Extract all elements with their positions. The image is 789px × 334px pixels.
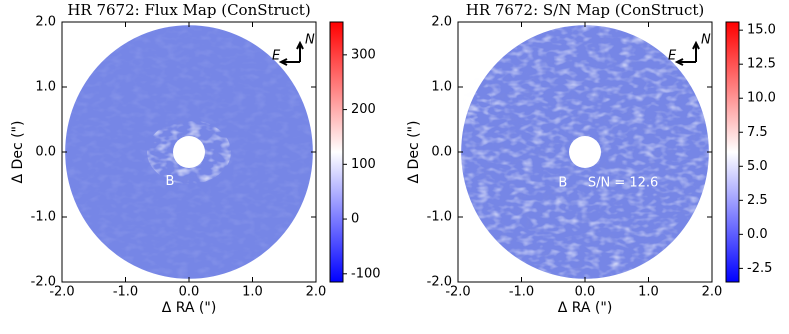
y-tick-label: -2.0: [427, 275, 452, 290]
compass-arrow: [278, 40, 304, 66]
y-tick-label: 1.0: [431, 80, 452, 95]
colorbar-tick-label: 7.5: [747, 125, 768, 140]
inner-mask: [569, 136, 601, 168]
x-tick-label: -1.0: [509, 285, 534, 300]
chart-title: HR 7672: Flux Map (ConStruct): [67, 1, 310, 19]
colorbar-tick-label: -100: [351, 266, 381, 281]
annotation: B: [165, 174, 174, 189]
x-axis-label: Δ RA ("): [558, 300, 613, 316]
colorbar-tick-label: 12.5: [747, 57, 776, 72]
y-tick-label: 0.0: [35, 145, 56, 160]
x-axis-label: Δ RA ("): [162, 300, 217, 316]
x-tick-label: -2.0: [445, 285, 470, 300]
x-tick-label: -2.0: [49, 285, 74, 300]
y-tick-label: -1.0: [427, 210, 452, 225]
x-tick-label: 1.0: [242, 285, 263, 300]
x-tick-label: 2.0: [306, 285, 327, 300]
panel: HR 7672: S/N Map (ConStruct) Δ RA (") Δ De…: [406, 1, 776, 316]
colorbar-tick-label: 15.0: [747, 23, 776, 38]
panel: HR 7672: Flux Map (ConStruct) Δ RA (") Δ D…: [10, 1, 381, 316]
colorbar-tick-label: 5.0: [747, 159, 768, 174]
compass-east: E: [272, 49, 281, 64]
y-tick-label: 2.0: [35, 15, 56, 30]
x-tick-label: 0.0: [575, 285, 596, 300]
y-tick-label: 1.0: [35, 80, 56, 95]
colorbar-tick-label: 200: [351, 102, 376, 117]
colorbar: [725, 21, 740, 283]
inner-mask: [173, 136, 205, 168]
y-tick-label: 0.0: [431, 145, 452, 160]
y-axis-label: Δ Dec ("): [10, 121, 26, 184]
y-tick-label: 2.0: [431, 15, 452, 30]
colorbar-tick-label: 100: [351, 157, 376, 172]
x-tick-label: 1.0: [638, 285, 659, 300]
annotation: S/N = 12.6: [588, 176, 658, 191]
compass-north: N: [305, 33, 315, 48]
x-tick-label: 0.0: [179, 285, 200, 300]
compass-east: E: [668, 49, 677, 64]
compass-arrow: [674, 40, 700, 66]
y-tick-label: -1.0: [31, 210, 56, 225]
colorbar-tick-label: 0: [351, 212, 359, 227]
x-tick-label: 2.0: [702, 285, 723, 300]
colorbar-tick-label: -2.5: [747, 261, 772, 276]
y-tick-label: -2.0: [31, 275, 56, 290]
y-axis-label: Δ Dec ("): [406, 121, 422, 184]
colorbar: [329, 21, 344, 283]
colorbar-tick-label: 10.0: [747, 91, 776, 106]
compass-north: N: [701, 33, 711, 48]
colorbar-tick-label: 0.0: [747, 227, 768, 242]
colorbar-tick-label: 2.5: [747, 193, 768, 208]
x-tick-label: -1.0: [113, 285, 138, 300]
annotation: B: [558, 176, 567, 191]
colorbar-tick-label: 300: [351, 47, 376, 62]
chart-title: HR 7672: S/N Map (ConStruct): [466, 1, 704, 19]
bright-region: [463, 78, 492, 122]
